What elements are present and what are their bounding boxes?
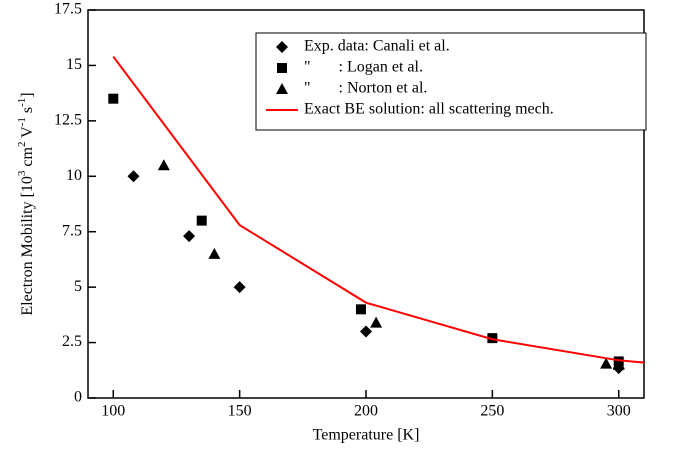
x-tick-label: 100 xyxy=(101,403,125,420)
y-tick-label: 5 xyxy=(74,278,82,295)
y-tick-label: 7.5 xyxy=(62,222,82,239)
triangle-marker xyxy=(612,358,625,370)
y-label-part: Electron Mobility [10 xyxy=(19,176,36,316)
y-label-part: cm xyxy=(19,146,36,170)
y-tick-label: 0 xyxy=(74,389,82,406)
square-marker xyxy=(355,304,366,315)
x-tick-label: 300 xyxy=(607,403,631,420)
square-marker xyxy=(196,215,207,226)
line-series xyxy=(112,55,644,364)
legend-label: " : Logan et al. xyxy=(304,59,423,76)
legend-label: Exp. data: Canali et al. xyxy=(304,38,450,55)
triangle-marker xyxy=(157,159,170,171)
diamond-marker xyxy=(127,170,140,183)
diamond-marker xyxy=(233,281,246,294)
square-marker xyxy=(487,333,498,344)
y-tick-label: 10 xyxy=(66,167,82,184)
square-marker xyxy=(108,93,119,104)
y-tick-label: 2.5 xyxy=(62,333,82,350)
legend-label: Exact BE solution: all scattering mech. xyxy=(304,101,554,118)
y-axis-label: Electron Mobility [103 cm2 V-1 s-1] xyxy=(16,92,36,315)
triangle-marker xyxy=(600,357,613,369)
y-label-part: s xyxy=(19,107,36,117)
diamond-marker xyxy=(360,325,372,338)
y-label-superscript: -1 xyxy=(16,117,28,126)
y-label-superscript: 2 xyxy=(16,142,28,148)
legend-swatch xyxy=(277,63,287,73)
triangle-marker xyxy=(370,316,383,328)
y-tick-label: 17.5 xyxy=(54,1,82,18)
legend-label: " : Norton et al. xyxy=(304,80,427,97)
y-label-part: ] xyxy=(19,92,36,97)
legend-box xyxy=(255,32,647,131)
x-tick-label: 250 xyxy=(480,403,504,420)
y-tick-label: 15 xyxy=(66,56,82,73)
y-tick-label: 12.5 xyxy=(54,112,82,129)
x-tick-label: 150 xyxy=(228,403,252,420)
legend-swatch xyxy=(276,83,288,94)
x-tick-label: 200 xyxy=(354,403,378,420)
legend-swatch xyxy=(276,41,288,53)
y-label-superscript: -1 xyxy=(16,98,28,107)
x-axis-label: Temperature [K] xyxy=(313,427,420,444)
y-label-part: V xyxy=(19,126,36,142)
y-label-superscript: 3 xyxy=(16,170,28,176)
diamond-marker xyxy=(183,230,196,243)
triangle-marker xyxy=(208,247,221,259)
